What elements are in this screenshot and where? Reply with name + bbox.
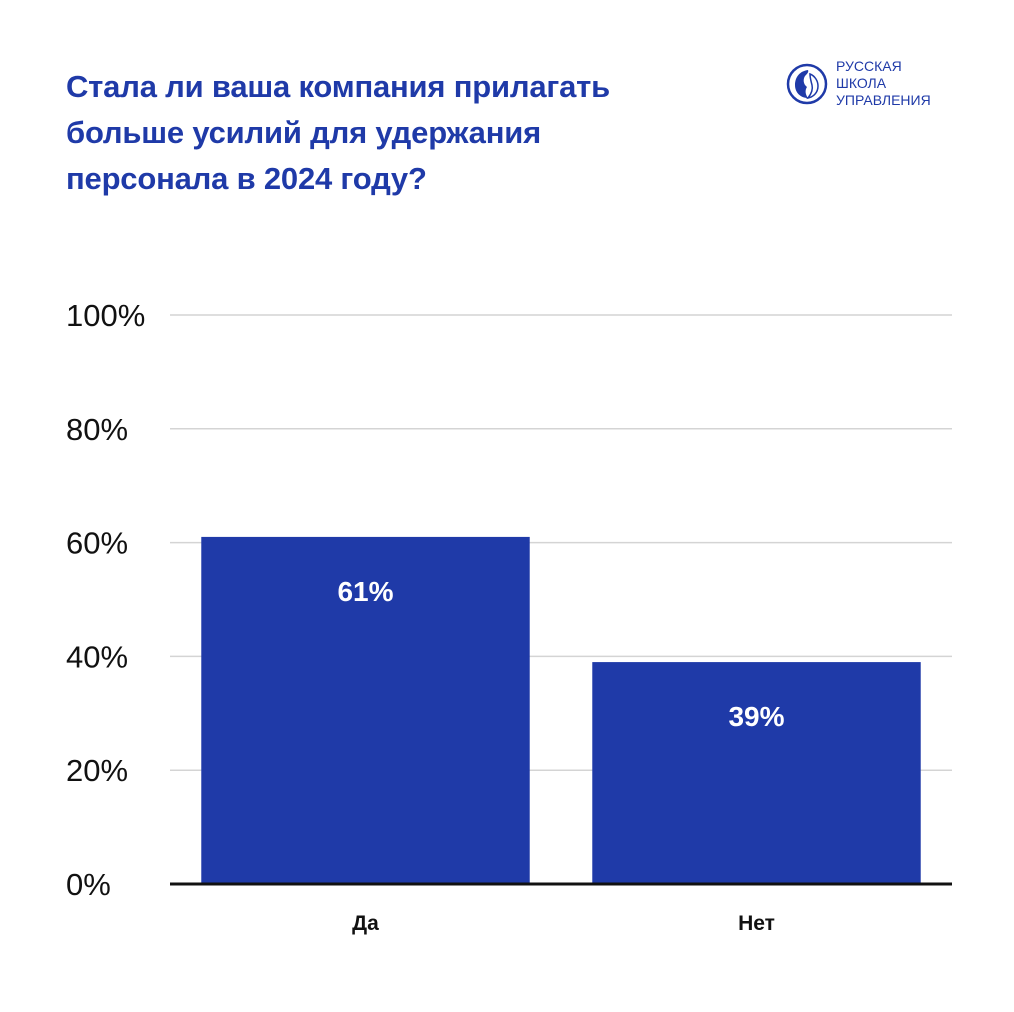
y-tick-label: 40% xyxy=(66,639,128,674)
brand-name: РУССКАЯ ШКОЛА УПРАВЛЕНИЯ xyxy=(836,58,931,109)
x-category-label: Нет xyxy=(738,912,775,935)
y-tick-label: 80% xyxy=(66,412,128,447)
y-tick-label: 60% xyxy=(66,526,128,561)
brand-logo: РУССКАЯ ШКОЛА УПРАВЛЕНИЯ xyxy=(785,58,975,114)
y-tick-label: 0% xyxy=(66,867,111,902)
x-category-label: Да xyxy=(352,912,379,935)
bar-value-label: 39% xyxy=(728,701,784,732)
chart-title: Стала ли ваша компания прилагать больше … xyxy=(66,64,706,202)
title-line-2: больше усилий для удержания xyxy=(66,115,541,150)
bars xyxy=(201,536,921,884)
brand-line-2: ШКОЛА xyxy=(836,75,887,91)
y-tick-label: 20% xyxy=(66,753,128,788)
labels: 0% 20% 40% 60% 80% 100% 61% Да 39% Нет xyxy=(66,298,785,935)
y-tick-label: 100% xyxy=(66,298,145,333)
bar xyxy=(201,536,530,884)
brand-line-3: УПРАВЛЕНИЯ xyxy=(836,92,931,108)
title-line-3: персонала в 2024 году? xyxy=(66,161,427,196)
bar-value-label: 61% xyxy=(337,576,393,607)
profile-icon xyxy=(786,63,828,105)
bar xyxy=(592,662,921,884)
brand-line-1: РУССКАЯ xyxy=(836,58,902,74)
title-line-1: Стала ли ваша компания прилагать xyxy=(66,69,610,104)
